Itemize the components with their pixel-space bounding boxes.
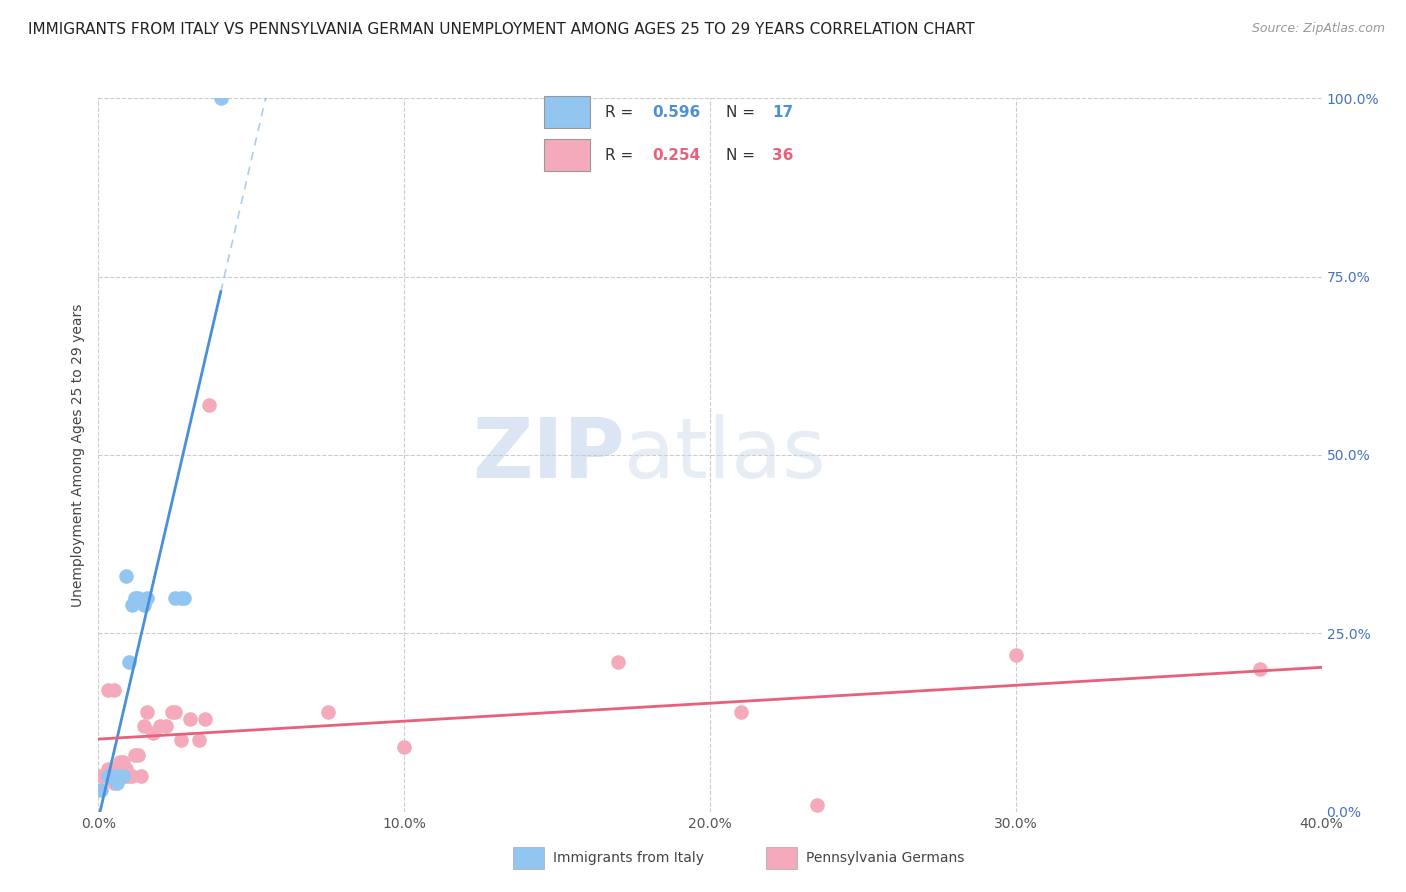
Point xyxy=(121,769,143,783)
FancyBboxPatch shape xyxy=(544,139,591,171)
Point xyxy=(124,591,146,605)
Point xyxy=(97,762,120,776)
Point xyxy=(118,769,141,783)
Point xyxy=(170,733,193,747)
Point xyxy=(134,598,156,612)
Point xyxy=(103,683,125,698)
Text: 36: 36 xyxy=(772,148,794,162)
Text: Source: ZipAtlas.com: Source: ZipAtlas.com xyxy=(1251,22,1385,36)
Point xyxy=(149,719,172,733)
Point xyxy=(93,769,115,783)
Text: 0.254: 0.254 xyxy=(652,148,700,162)
Y-axis label: Unemployment Among Ages 25 to 29 years: Unemployment Among Ages 25 to 29 years xyxy=(72,303,86,607)
Point xyxy=(163,705,186,719)
Point xyxy=(90,783,112,797)
Point xyxy=(105,762,128,776)
Point xyxy=(188,733,211,747)
Point xyxy=(100,769,122,783)
Point xyxy=(142,726,165,740)
Point xyxy=(129,769,152,783)
Point xyxy=(111,755,134,769)
Point xyxy=(392,740,416,755)
Text: IMMIGRANTS FROM ITALY VS PENNSYLVANIA GERMAN UNEMPLOYMENT AMONG AGES 25 TO 29 YE: IMMIGRANTS FROM ITALY VS PENNSYLVANIA GE… xyxy=(28,22,974,37)
Point xyxy=(194,712,217,726)
Point xyxy=(90,769,112,783)
Point xyxy=(155,719,177,733)
Point xyxy=(115,769,138,783)
Point xyxy=(806,797,828,812)
Point xyxy=(730,705,752,719)
Point xyxy=(127,591,149,605)
Point xyxy=(105,776,128,790)
Text: N =: N = xyxy=(725,105,759,120)
Text: ZIP: ZIP xyxy=(472,415,624,495)
Text: N =: N = xyxy=(725,148,759,162)
Point xyxy=(179,712,201,726)
Point xyxy=(197,398,219,412)
Point xyxy=(173,591,195,605)
Point xyxy=(121,598,143,612)
Point xyxy=(160,705,183,719)
Point xyxy=(163,591,186,605)
Point xyxy=(316,705,339,719)
Point xyxy=(170,591,193,605)
Point xyxy=(115,569,138,583)
Point xyxy=(1249,662,1271,676)
Text: Immigrants from Italy: Immigrants from Italy xyxy=(553,851,703,865)
Point xyxy=(124,747,146,762)
Text: 0.596: 0.596 xyxy=(652,105,700,120)
Point xyxy=(607,655,630,669)
Point xyxy=(118,655,141,669)
Point xyxy=(108,755,131,769)
Point xyxy=(209,91,232,105)
Point xyxy=(108,769,131,783)
Text: atlas: atlas xyxy=(624,415,827,495)
Point xyxy=(136,591,159,605)
Point xyxy=(97,769,120,783)
Point xyxy=(1004,648,1026,662)
Point xyxy=(134,719,156,733)
FancyBboxPatch shape xyxy=(544,96,591,128)
Point xyxy=(103,776,125,790)
Text: 17: 17 xyxy=(772,105,793,120)
Text: R =: R = xyxy=(606,105,638,120)
Point xyxy=(97,683,120,698)
Point xyxy=(127,747,149,762)
Point xyxy=(115,762,138,776)
Text: R =: R = xyxy=(606,148,638,162)
Point xyxy=(111,769,134,783)
Point xyxy=(103,769,125,783)
Text: Pennsylvania Germans: Pennsylvania Germans xyxy=(806,851,965,865)
Point xyxy=(136,705,159,719)
